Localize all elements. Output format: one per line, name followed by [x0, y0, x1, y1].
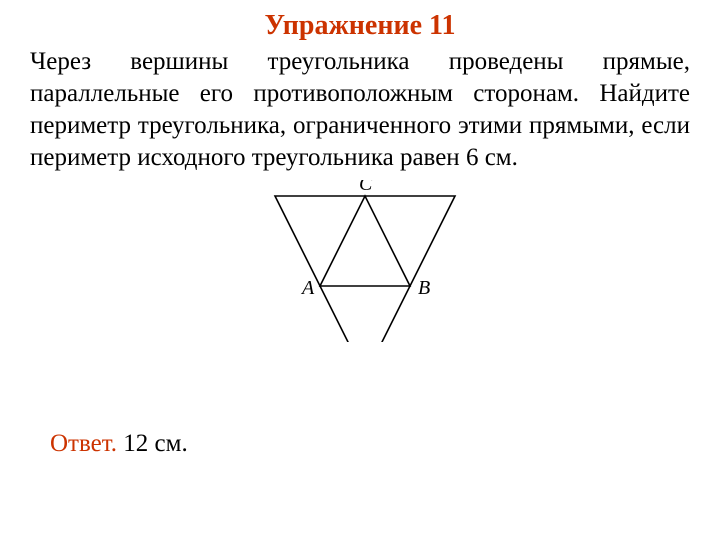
triangle-diagram: A B C — [230, 180, 490, 342]
answer-value: 12 см. — [123, 430, 187, 457]
vertex-label-a: A — [300, 277, 315, 299]
inner-triangle — [320, 196, 410, 286]
outer-triangle — [275, 196, 455, 342]
figure-container: A B C — [30, 180, 690, 347]
answer-label: Ответ. — [50, 430, 117, 457]
vertex-label-c: C — [359, 180, 373, 195]
answer-row: Ответ. 12 см. — [50, 430, 188, 458]
exercise-title: Упражнение 11 — [30, 10, 690, 42]
problem-statement: Через вершины треугольника проведены пря… — [30, 46, 690, 174]
vertex-label-b: B — [418, 277, 430, 299]
